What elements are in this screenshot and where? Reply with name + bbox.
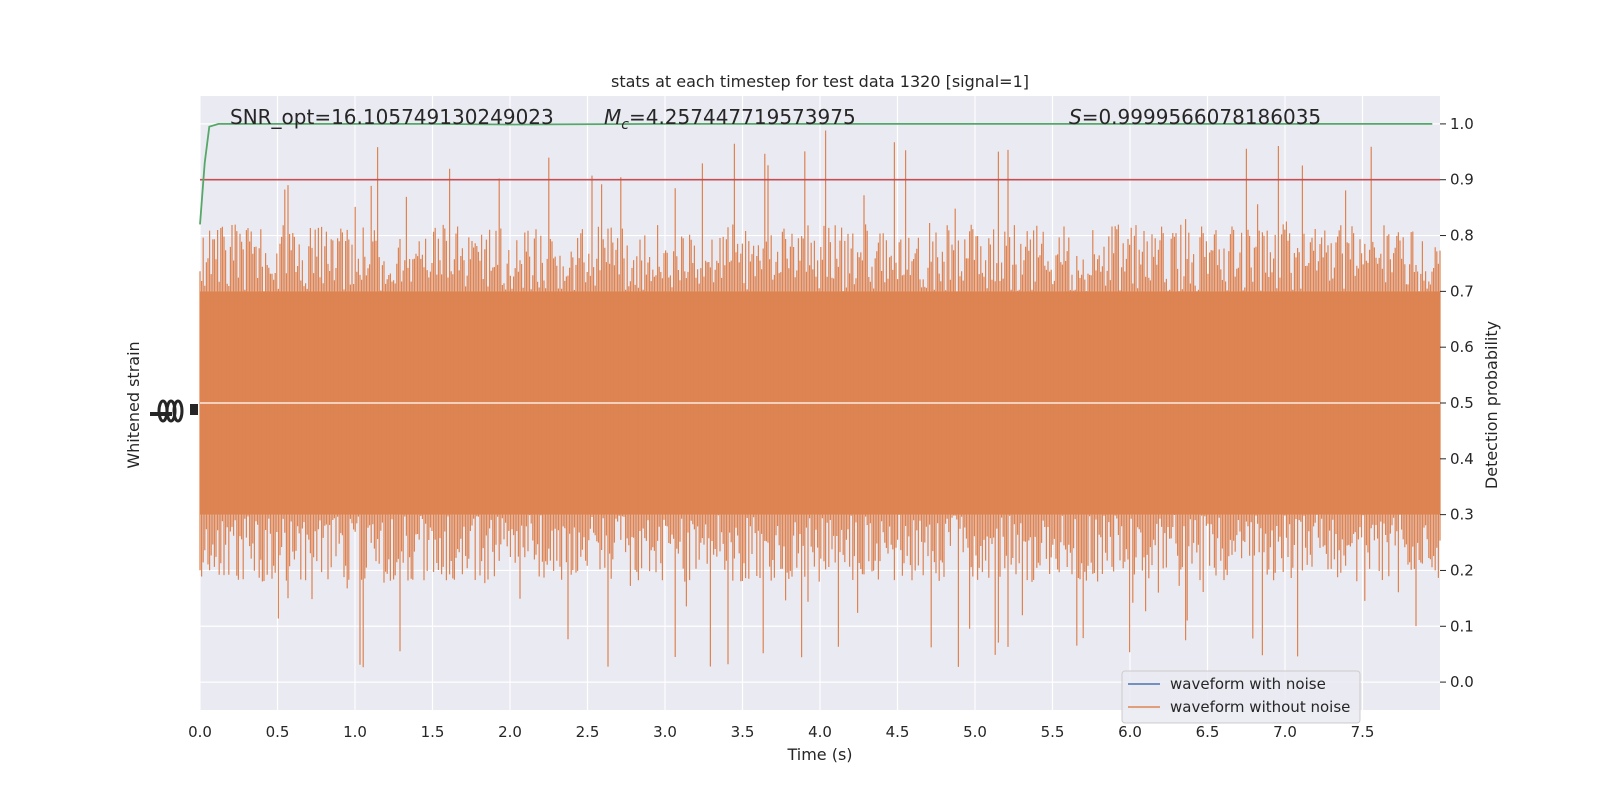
x-axis-ticks: 0.0 0.5 1.0 1.5 2.0 2.5 3.0 3.5 4.0 4.5 5.0 5.5 6.0 6… bbox=[188, 723, 1374, 741]
x-tick-label: 3.5 bbox=[731, 723, 755, 741]
mc-annotation: Mc=4.257447719573975 bbox=[604, 105, 856, 133]
x-tick-label: 6.0 bbox=[1118, 723, 1142, 741]
detection-probability-series bbox=[199, 123, 1433, 225]
x-tick-label: 7.0 bbox=[1273, 723, 1297, 741]
x-tick-label: 2.5 bbox=[576, 723, 600, 741]
legend-label-with-noise: waveform with noise bbox=[1170, 675, 1326, 693]
x-tick-label: 2.0 bbox=[498, 723, 522, 741]
x-tick-label: 5.5 bbox=[1041, 723, 1065, 741]
x-axis-label: Time (s) bbox=[786, 745, 852, 764]
snr-annotation: SNR_opt=16.105749130249023 bbox=[230, 105, 554, 129]
y-tick-label: 0.9 bbox=[1450, 171, 1474, 189]
s-annotation: S=0.9999566078186035 bbox=[1069, 105, 1321, 129]
waveform-without-noise-series bbox=[199, 130, 1441, 668]
left-tick-mark bbox=[150, 412, 172, 416]
y-tick-label: 0.7 bbox=[1450, 282, 1474, 300]
y-tick-label: 0.8 bbox=[1450, 227, 1474, 245]
legend-label-without-noise: waveform without noise bbox=[1170, 698, 1350, 716]
y-tick-label: 0.2 bbox=[1450, 561, 1474, 579]
left-tick-mark bbox=[190, 404, 198, 415]
legend-box bbox=[1121, 670, 1361, 724]
x-tick-label: 0.0 bbox=[188, 723, 212, 741]
x-tick-label: 4.0 bbox=[808, 723, 832, 741]
chart-title: stats at each timestep for test data 132… bbox=[611, 72, 1029, 91]
left-axis-label: Whitened strain bbox=[124, 341, 143, 468]
left-tick-glyph bbox=[172, 399, 184, 423]
legend: waveform with noise waveform without noi… bbox=[1121, 670, 1361, 724]
x-tick-label: 1.0 bbox=[343, 723, 367, 741]
waveform-without-noise-trace bbox=[199, 130, 1441, 668]
x-tick-label: 6.5 bbox=[1196, 723, 1220, 741]
detection-probability-line bbox=[199, 123, 1433, 225]
right-axis-label: Detection probability bbox=[1482, 321, 1501, 489]
y-tick-label: 0.5 bbox=[1450, 394, 1474, 412]
x-tick-label: 7.5 bbox=[1351, 723, 1375, 741]
x-tick-label: 3.0 bbox=[653, 723, 677, 741]
x-tick-label: 1.5 bbox=[421, 723, 445, 741]
x-tick-label: 0.5 bbox=[266, 723, 290, 741]
y-tick-label: 0.4 bbox=[1450, 450, 1474, 468]
x-tick-label: 5.0 bbox=[963, 723, 987, 741]
x-tick-label: 4.5 bbox=[886, 723, 910, 741]
y-tick-label: 0.0 bbox=[1450, 673, 1474, 691]
y-tick-label: 1.0 bbox=[1450, 115, 1474, 133]
y-tick-label: 0.1 bbox=[1450, 617, 1474, 635]
y-tick-label: 0.6 bbox=[1450, 338, 1474, 356]
y-tick-label: 0.3 bbox=[1450, 506, 1474, 524]
left-axis-tick-labels bbox=[150, 399, 198, 423]
right-axis-ticks: 0.0 0.1 0.2 0.3 0.4 0.5 0.6 0.7 0.8 0.9 1.0 bbox=[1440, 115, 1474, 691]
